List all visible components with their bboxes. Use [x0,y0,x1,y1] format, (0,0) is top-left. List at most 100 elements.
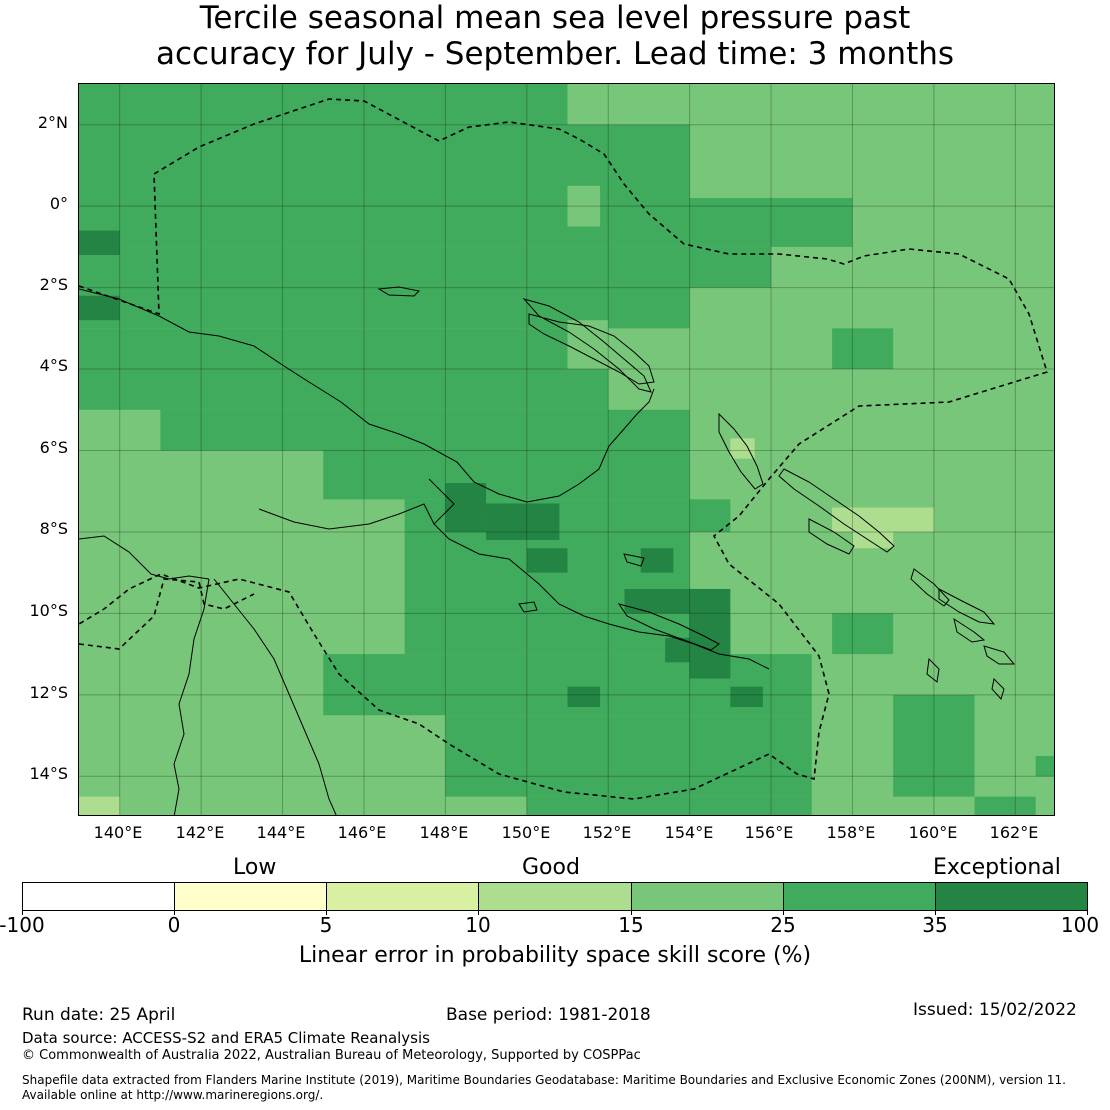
png-eez-boundary [79,98,1049,800]
new-ireland-coastline [522,298,652,393]
skill-cell [79,246,772,288]
skill-cell [1035,755,1054,777]
colorbar-tick-mark [22,911,23,915]
skill-cell [79,295,120,321]
lat-label-0: 0° [49,194,68,213]
colorbar-segment-15-25 [631,883,784,910]
skill-cell [730,438,755,459]
santa-cruz-coastline [983,645,1016,665]
cape-york-east-coastline [213,578,337,815]
colorbar-segment-10-15 [479,883,632,910]
colorbar-tick-35: 35 [922,913,948,937]
skill-cell [974,796,1036,815]
vanuatu-coastline-1 [926,657,940,683]
colorbar-label: Linear error in probability space skill … [298,943,812,968]
louisiade-coastline [617,603,720,651]
lon-label-152e: 152°E [582,823,632,842]
skill-cell [445,715,812,797]
copyright-notice: © Commonwealth of Australia 2022, Austra… [22,1048,641,1063]
skill-cell [445,483,487,532]
skill-cell [832,613,894,655]
solomon-islands-coastline-2 [808,518,855,555]
map-canvas [79,84,1054,815]
lon-label-140e: 140°E [93,823,143,842]
skill-cell [486,503,560,541]
shapefile-credit-line-1: Shapefile data extracted from Flanders M… [22,1073,1066,1087]
data-source: Data source: ACCESS-S2 and ERA5 Climate … [22,1029,430,1047]
skill-cell [665,637,698,663]
issued-date: Issued: 15/02/2022 [913,1000,1077,1020]
colorbar-tick-mark [478,911,479,915]
lat-label-6s: 6°S [39,438,68,457]
colorbar-tick-10: 10 [465,913,491,937]
skill-cell [323,450,690,500]
skill-cell [526,548,568,573]
map-title: Tercile seasonal mean sea level pressure… [0,0,1110,72]
skill-cell [832,328,894,370]
skill-cell [526,796,812,815]
lon-label-142e: 142°E [175,823,225,842]
lon-label-150e: 150°E [501,823,551,842]
colorbar-tick-mark [174,911,175,915]
lon-label-158e: 158°E [826,823,876,842]
trobriand-islands-coastline [518,601,538,613]
gulf-of-papua-coastline [258,503,435,530]
lat-label-8s: 8°S [39,519,68,538]
skill-cell [79,796,120,815]
colorbar-segment-35-100 [935,883,1087,910]
category-exceptional: Exceptional [933,855,1061,880]
lat-label-10s: 10°S [29,601,68,620]
shapefile-credit-line-2: Available online at http://www.marinereg… [22,1088,324,1102]
skill-cell [79,198,853,247]
colorbar-segment-neg100-0 [23,883,176,910]
colorbar-segment-5-10 [327,883,480,910]
colorbar-segment-25-35 [783,883,936,910]
australia-png-boundary [79,578,255,650]
skill-cell [79,328,609,410]
lon-label-162e: 162°E [989,823,1039,842]
lon-label-144e: 144°E [256,823,306,842]
lon-label-146e: 146°E [337,823,387,842]
lat-label-12s: 12°S [29,683,68,702]
woodlark-island-coastline [623,553,645,567]
lat-label-2n: 2°N [37,113,68,132]
lat-label-14s: 14°S [29,764,68,783]
colorbar-tick-100: 100 [1060,913,1100,937]
colorbar-tick-mark [326,911,327,915]
coastlines [79,286,1016,815]
colorbar-tick-mark [935,911,936,915]
cape-york-coastline [173,578,210,815]
new-guinea-coastline [79,288,655,503]
skill-cell [893,694,975,797]
new-britain-coastline [528,313,655,385]
skill-cell [624,588,731,614]
skill-colorbar [22,882,1088,911]
graticule [79,84,1054,815]
skill-cell [832,507,934,532]
lon-label-160e: 160°E [908,823,958,842]
map-title-line-2: accuracy for July - September. Lead time… [155,36,955,72]
lon-label-154e: 154°E [664,823,714,842]
new-guinea-south-coastline [428,478,770,670]
skill-cell [567,686,601,708]
lon-label-156e: 156°E [744,823,794,842]
map-title-line-1: Tercile seasonal mean sea level pressure… [199,0,911,36]
admiralty-islands-coastline [377,286,421,297]
skill-cell [79,124,690,199]
run-date: Run date: 25 April [22,1005,176,1025]
colorbar-tick-0: 0 [167,913,181,937]
colorbar-segment-0-5 [175,883,328,910]
maritime-boundaries [79,98,1049,800]
skill-cell [79,84,568,125]
category-low: Low [233,855,277,880]
vanuatu-coastline-2 [991,677,1005,700]
solomon-islands-coastline-5 [953,617,986,643]
colorbar-tick-mark [631,911,632,915]
skill-cell [567,185,601,227]
lat-label-4s: 4°S [39,356,68,375]
base-period: Base period: 1981-2018 [446,1005,651,1025]
lon-label-148e: 148°E [419,823,469,842]
skill-score-map[interactable] [78,83,1055,816]
solomon-islands-coastline-1 [778,468,895,553]
colorbar-tick-5: 5 [319,913,333,937]
